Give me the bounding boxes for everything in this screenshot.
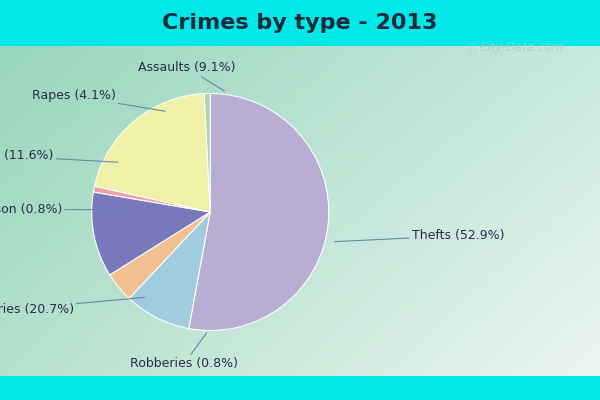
Wedge shape xyxy=(129,212,210,328)
Wedge shape xyxy=(204,94,210,212)
Text: Arson (0.8%): Arson (0.8%) xyxy=(0,203,125,216)
Wedge shape xyxy=(92,192,210,275)
Wedge shape xyxy=(94,186,210,212)
Text: Robberies (0.8%): Robberies (0.8%) xyxy=(130,333,238,370)
Text: ⓘ: ⓘ xyxy=(468,42,476,54)
Text: Assaults (9.1%): Assaults (9.1%) xyxy=(138,61,235,91)
Text: Burglaries (20.7%): Burglaries (20.7%) xyxy=(0,297,145,316)
Text: City-Data.com: City-Data.com xyxy=(480,42,564,54)
Wedge shape xyxy=(189,94,329,330)
Wedge shape xyxy=(95,94,210,212)
Wedge shape xyxy=(110,212,210,298)
Text: Auto thefts (11.6%): Auto thefts (11.6%) xyxy=(0,149,118,162)
Text: Crimes by type - 2013: Crimes by type - 2013 xyxy=(163,13,437,33)
Text: Rapes (4.1%): Rapes (4.1%) xyxy=(32,89,165,111)
Text: Thefts (52.9%): Thefts (52.9%) xyxy=(335,229,504,242)
